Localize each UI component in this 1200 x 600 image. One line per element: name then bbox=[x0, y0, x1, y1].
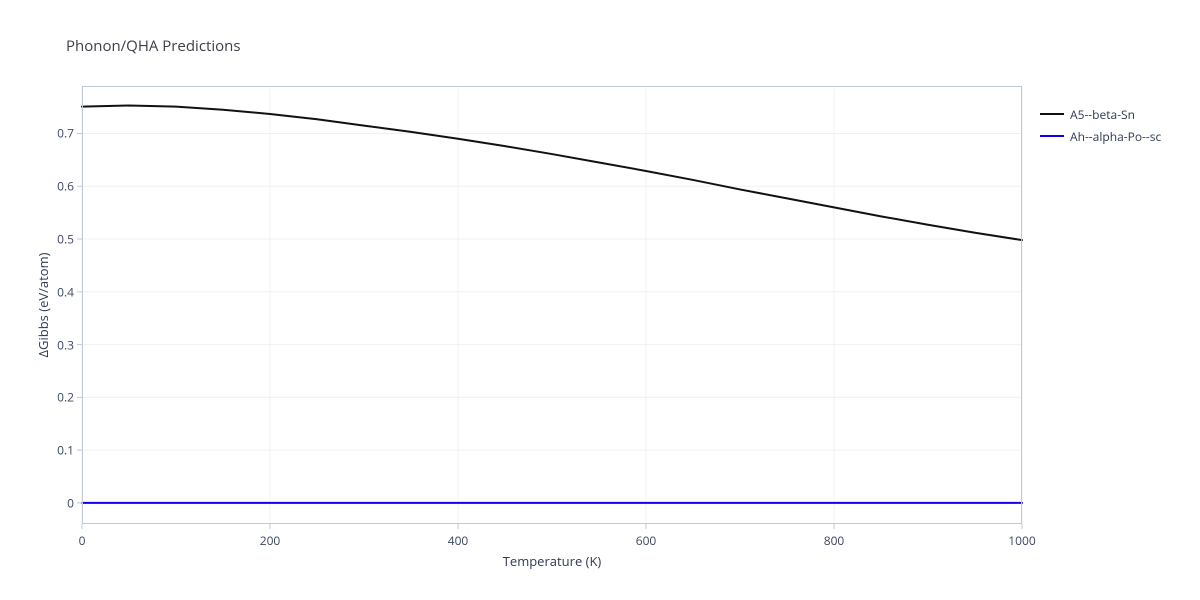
chart-container: Phonon/QHA Predictions Temperature (K) Δ… bbox=[0, 0, 1200, 600]
legend-swatch bbox=[1040, 135, 1064, 137]
series-a5-beta-sn[interactable] bbox=[82, 106, 1022, 241]
legend[interactable]: A5--beta-Sn Ah--alpha-Po--sc bbox=[1040, 104, 1161, 148]
x-tick-label: 1000 bbox=[1008, 532, 1035, 549]
y-tick-label: 0.6 bbox=[52, 178, 74, 195]
legend-item-a5-beta-sn[interactable]: A5--beta-Sn bbox=[1040, 104, 1161, 124]
plot-svg bbox=[82, 86, 1022, 524]
x-axis-label: Temperature (K) bbox=[492, 552, 612, 570]
legend-label: A5--beta-Sn bbox=[1070, 106, 1135, 123]
y-tick-label: 0.1 bbox=[52, 442, 74, 459]
y-tick-label: 0.5 bbox=[52, 231, 74, 248]
y-tick-label: 0 bbox=[52, 494, 74, 511]
y-axis-label: ΔGibbs (eV/atom) bbox=[34, 245, 52, 365]
legend-swatch bbox=[1040, 113, 1064, 115]
x-tick-label: 400 bbox=[448, 532, 469, 549]
chart-title: Phonon/QHA Predictions bbox=[66, 36, 241, 56]
x-tick-label: 800 bbox=[824, 532, 845, 549]
y-tick-label: 0.7 bbox=[52, 125, 74, 142]
x-tick-label: 600 bbox=[636, 532, 657, 549]
x-tick-label: 0 bbox=[79, 532, 86, 549]
y-tick-label: 0.4 bbox=[52, 283, 74, 300]
plot-area[interactable] bbox=[82, 86, 1022, 524]
legend-item-ah-alpha-po-sc[interactable]: Ah--alpha-Po--sc bbox=[1040, 126, 1161, 146]
x-tick-label: 200 bbox=[260, 532, 281, 549]
y-tick-label: 0.2 bbox=[52, 389, 74, 406]
legend-label: Ah--alpha-Po--sc bbox=[1070, 128, 1161, 145]
y-tick-label: 0.3 bbox=[52, 336, 74, 353]
